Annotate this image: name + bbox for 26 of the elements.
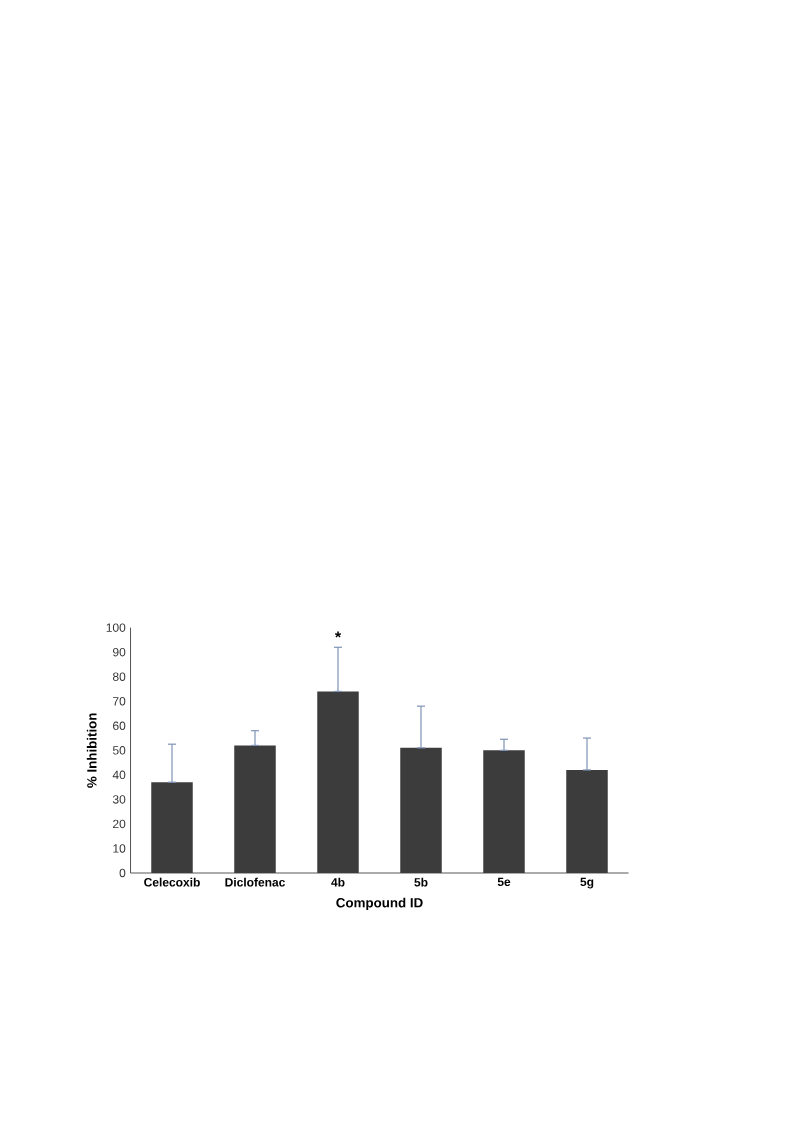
x-tick-label: Celecoxib [144, 877, 200, 887]
x-axis-title: Compound ID [336, 897, 423, 911]
y-tick-label: 90 [113, 647, 126, 657]
bar [400, 747, 442, 873]
x-tick-label: 5g [580, 877, 594, 889]
y-tick-label: 20 [113, 819, 126, 829]
x-tick-label: 5b [414, 877, 428, 887]
bar [317, 691, 359, 873]
bar [151, 782, 193, 873]
x-tick-label: 4b [331, 877, 345, 887]
y-tick-label: 10 [113, 844, 126, 853]
bar [483, 750, 525, 873]
annotation: * [334, 631, 342, 638]
y-tick-label: 50 [112, 746, 126, 755]
bar [566, 769, 608, 873]
x-tick-label: 5e [497, 877, 511, 887]
y-tick-label: 80 [112, 672, 126, 681]
y-tick-label: 30 [112, 795, 126, 804]
y-tick-label: 60 [113, 721, 126, 731]
y-tick-label: 70 [113, 697, 126, 706]
y-axis-title: % Inhibition [86, 713, 97, 788]
x-tick-label: Diclofenac [225, 877, 285, 887]
bar [234, 745, 276, 873]
y-tick-label: 40 [112, 770, 126, 780]
y-tick-label: 100 [106, 623, 126, 632]
y-tick-label: 0 [119, 868, 126, 878]
